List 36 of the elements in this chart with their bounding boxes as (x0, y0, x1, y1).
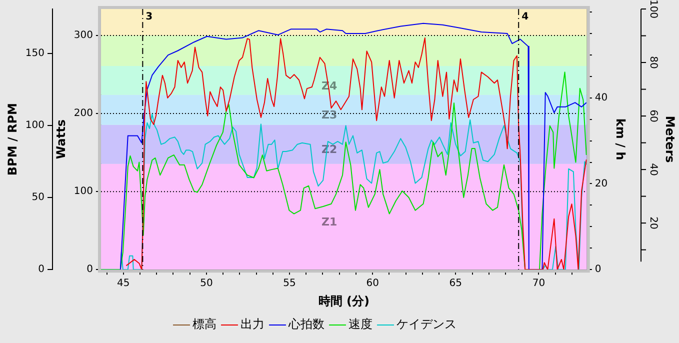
legend-label: 速度 (348, 317, 372, 332)
y2-tick-label: 150 (25, 48, 44, 60)
text: 40 (647, 163, 658, 176)
band-label: Z3 (322, 108, 338, 122)
x-tick-label: 50 (200, 278, 213, 290)
y-tick-label: 300 (74, 30, 93, 42)
x-axis-title: 時間 (分) (318, 294, 370, 308)
y2-axis-title: BPM / RPM (5, 102, 20, 176)
x-tick-label: 70 (532, 278, 546, 290)
y-axis-title: Watts (54, 120, 68, 160)
y-tick-label: 100 (74, 186, 93, 198)
annotation: 4 (522, 12, 529, 23)
y2-tick-label: 100 (25, 120, 44, 132)
legend-label: 標高 (192, 317, 216, 332)
band-label: Z1 (322, 216, 338, 229)
y2-tick-label: 50 (32, 192, 44, 204)
text: 80 (647, 56, 658, 69)
text: Meters (662, 116, 677, 163)
y3-tick-label: 0 (594, 264, 602, 276)
x-tick-label: 60 (366, 278, 379, 290)
legend-label: ケイデンス (396, 317, 456, 332)
y2-tick-label: 0 (38, 264, 44, 276)
text: 20 (647, 216, 658, 230)
x-tick-label: 65 (449, 278, 462, 290)
x-tick-label: 55 (283, 278, 296, 290)
y3-axis-title: km / h (614, 118, 628, 160)
legend-label: 出力 (240, 317, 264, 332)
annotation: 3 (146, 12, 153, 23)
x-tick-label: 45 (117, 278, 130, 290)
y3-tick-label: 40 (594, 92, 608, 104)
y-tick-label: 0 (86, 264, 93, 276)
y3-tick-label: 20 (594, 178, 608, 190)
text: 60 (647, 110, 658, 122)
y-tick-label: 200 (74, 108, 93, 120)
text: 100 (647, 0, 658, 19)
legend-label: 心拍数 (288, 317, 324, 332)
